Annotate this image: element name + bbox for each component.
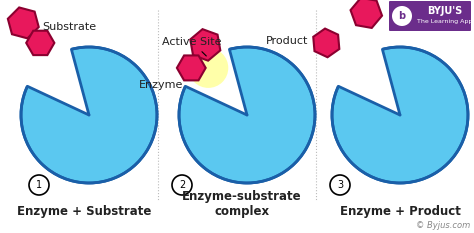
Wedge shape [24,46,89,115]
Wedge shape [335,46,400,115]
Text: Enzyme: Enzyme [139,80,183,90]
Text: BYJU'S: BYJU'S [428,6,463,16]
Circle shape [392,6,412,26]
Wedge shape [182,46,247,115]
Polygon shape [313,29,339,57]
Polygon shape [190,29,220,61]
Circle shape [332,47,468,183]
Circle shape [188,48,228,88]
Text: Enzyme + Product: Enzyme + Product [339,205,460,218]
Text: 1: 1 [36,180,42,190]
Circle shape [29,175,49,195]
Text: Active Site: Active Site [162,37,222,56]
Text: Enzyme-substrate
complex: Enzyme-substrate complex [182,190,302,218]
Circle shape [172,175,192,195]
Text: b: b [399,11,406,21]
Text: 2: 2 [179,180,185,190]
Text: Product: Product [266,36,308,46]
Text: 3: 3 [337,180,343,190]
Circle shape [21,47,157,183]
Polygon shape [351,0,382,28]
Circle shape [179,47,315,183]
Polygon shape [26,31,55,55]
FancyBboxPatch shape [389,1,471,31]
Polygon shape [177,55,206,80]
Polygon shape [8,7,39,38]
Text: © Byjus.com: © Byjus.com [416,221,470,230]
Text: Enzyme + Substrate: Enzyme + Substrate [17,205,151,218]
Text: The Learning App: The Learning App [417,20,473,24]
Circle shape [330,175,350,195]
Text: Substrate: Substrate [42,22,96,32]
